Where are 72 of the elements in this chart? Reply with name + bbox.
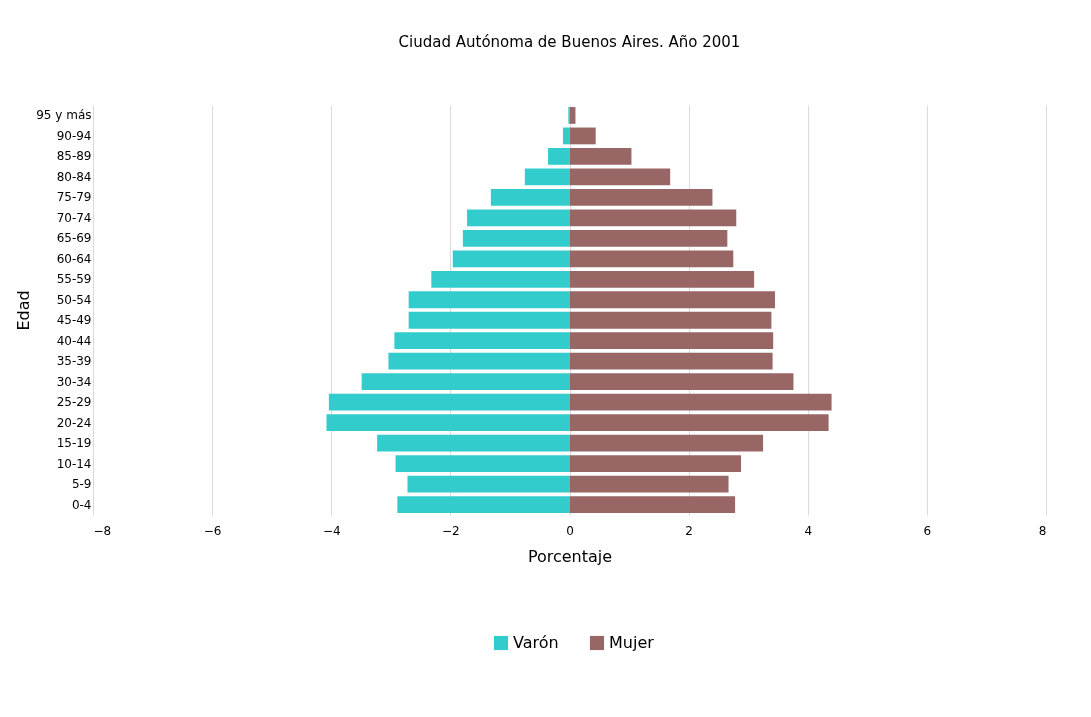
- bar: [569, 270, 755, 288]
- bar: [569, 352, 773, 370]
- bar: [569, 332, 774, 350]
- bar: [569, 188, 713, 206]
- bar: [548, 148, 570, 165]
- bar: [394, 332, 570, 350]
- bar: [569, 229, 728, 247]
- bar: [569, 434, 764, 452]
- bar: [569, 373, 794, 391]
- y-tick-label: 5-9: [71, 477, 92, 492]
- y-tick-label: 90-94: [56, 128, 92, 143]
- y-tick-label: 75-79: [56, 190, 92, 205]
- y-tick-label: 35-39: [56, 354, 92, 369]
- y-tick-label: 20-24: [56, 415, 92, 430]
- x-axis-title: Porcentaje: [527, 546, 613, 566]
- bar: [377, 434, 570, 452]
- bar: [569, 496, 736, 513]
- y-tick-label: 80-84: [56, 169, 92, 184]
- bar: [524, 168, 570, 186]
- bar: [569, 393, 832, 411]
- bar: [326, 414, 570, 432]
- y-tick-label: 95 y más: [36, 108, 92, 123]
- y-tick-label: 30-34: [56, 374, 92, 389]
- x-tick-label: −6: [203, 523, 222, 538]
- y-tick-label: 40-44: [56, 333, 92, 348]
- bar: [569, 311, 772, 329]
- bar: [490, 188, 570, 206]
- y-tick-label: 70-74: [56, 210, 92, 225]
- x-tick-label: 6: [923, 523, 932, 538]
- y-tick-label: 65-69: [56, 231, 92, 246]
- bar: [452, 250, 570, 268]
- y-tick-label: 55-59: [56, 272, 92, 287]
- bar: [562, 127, 570, 145]
- bar: [569, 455, 742, 472]
- bar: [462, 229, 570, 247]
- x-tick-label: −4: [322, 523, 341, 538]
- y-axis-title: Edad: [14, 290, 34, 331]
- bar: [361, 373, 570, 391]
- bar: [395, 455, 570, 472]
- bar: [397, 496, 570, 513]
- x-tick-label: −8: [93, 523, 112, 538]
- x-tick-label: 2: [685, 523, 693, 538]
- bar: [431, 270, 570, 288]
- chart-title: Ciudad Autónoma de Buenos Aires. Año 2001: [398, 33, 741, 51]
- bar: [569, 148, 632, 165]
- y-tick-label: 0-4: [71, 497, 92, 512]
- bar: [467, 209, 570, 227]
- bar: [388, 352, 570, 370]
- x-tick-label: 0: [566, 523, 574, 538]
- bar: [569, 168, 671, 186]
- x-tick-label: 4: [804, 523, 813, 538]
- x-tick-label: 8: [1038, 523, 1047, 538]
- legend-label: Varón: [513, 633, 559, 652]
- bar: [569, 475, 729, 493]
- bar: [408, 311, 570, 329]
- bar: [407, 475, 570, 493]
- y-tick-label: 10-14: [56, 456, 92, 471]
- legend-label: Mujer: [609, 633, 655, 652]
- bar: [569, 291, 775, 309]
- bar: [569, 127, 596, 145]
- y-tick-label: 15-19: [56, 436, 92, 451]
- bar: [569, 414, 829, 432]
- bar: [408, 291, 570, 309]
- bar: [328, 393, 570, 411]
- bar: [569, 250, 734, 268]
- y-tick-label: 45-49: [56, 313, 92, 328]
- y-tick-label: 60-64: [56, 251, 92, 266]
- x-tick-label: −2: [442, 523, 460, 538]
- y-tick-label: 50-54: [56, 292, 92, 307]
- y-tick-label: 85-89: [56, 149, 92, 164]
- bar: [569, 209, 737, 227]
- y-tick-label: 25-29: [56, 395, 92, 410]
